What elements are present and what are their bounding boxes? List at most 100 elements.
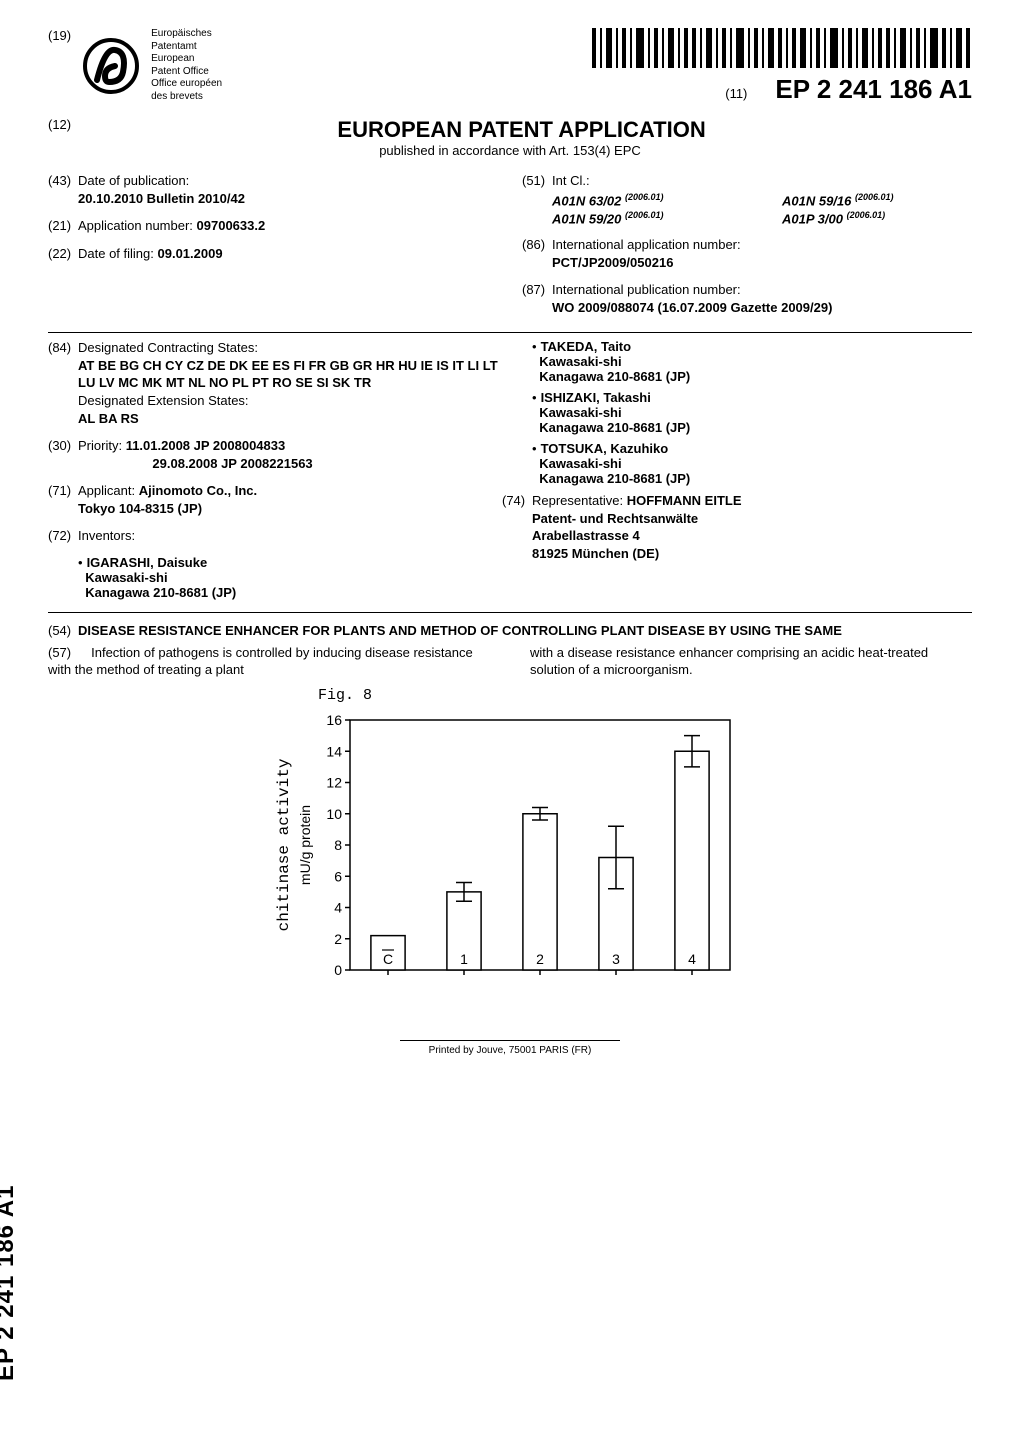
svg-text:14: 14 (326, 743, 342, 759)
f87-value: WO 2009/088074 (16.07.2009 Gazette 2009/… (552, 300, 832, 315)
invention-title: DISEASE RESISTANCE ENHANCER FOR PLANTS A… (78, 623, 972, 638)
inid-30: (30) (48, 437, 71, 455)
f74-name: HOFFMANN EITLE (627, 493, 742, 508)
abstract-row: (57)Infection of pathogens is controlled… (48, 644, 972, 679)
inventor-city: Kawasaki-shi (85, 570, 167, 585)
f84-states: AT BE BG CH CY CZ DE DK EE ES FI FR GB G… (78, 358, 498, 391)
inid-57: (57) (48, 645, 71, 660)
f86-value: PCT/JP2009/050216 (552, 255, 673, 270)
footer-rule (400, 1040, 620, 1041)
biblio-lower-left: (84) Designated Contracting States: AT B… (48, 339, 498, 605)
inid-87: (87) (522, 281, 545, 299)
epo-logo-block: Europäisches Patentamt European Patent O… (81, 28, 222, 103)
f72-label: Inventors: (78, 528, 135, 543)
office-names: Europäisches Patentamt European Patent O… (151, 28, 222, 103)
f43-value: 20.10.2010 Bulletin 2010/42 (78, 191, 245, 206)
inid-22: (22) (48, 245, 71, 263)
barcode-block: (11)EP 2 241 186 A1 (592, 28, 972, 105)
divider (48, 612, 972, 613)
ipc-code: A01N 63/02 (2006.01) (552, 192, 742, 208)
svg-text:2: 2 (334, 931, 342, 947)
divider (48, 332, 972, 333)
inventor-item: •ISHIZAKI, Takashi Kawasaki-shi Kanagawa… (532, 390, 972, 435)
header: (19) Europäisches Patentamt European Pat… (48, 28, 972, 105)
svg-text:12: 12 (326, 774, 342, 790)
f71-label: Applicant: (78, 483, 135, 498)
application-title: EUROPEAN PATENT APPLICATION (48, 117, 972, 143)
inid-43: (43) (48, 172, 71, 190)
svg-text:6: 6 (334, 868, 342, 884)
svg-text:10: 10 (326, 806, 342, 822)
publication-number: (11)EP 2 241 186 A1 (592, 74, 972, 105)
figure-caption: Fig. 8 (318, 687, 972, 704)
ipc-list: A01N 63/02 (2006.01) A01N 59/16 (2006.01… (522, 192, 972, 227)
f84-ext-label: Designated Extension States: (78, 393, 249, 408)
f30-label: Priority: (78, 438, 122, 453)
inventor-city: Kawasaki-shi (539, 405, 621, 420)
f74-l3: 81925 München (DE) (532, 546, 659, 561)
inid-84: (84) (48, 339, 71, 357)
application-subtitle: published in accordance with Art. 153(4)… (48, 143, 972, 158)
svg-text:1: 1 (460, 951, 468, 967)
footer-text: Printed by Jouve, 75001 PARIS (FR) (429, 1045, 592, 1056)
inventor-addr: Kanagawa 210-8681 (JP) (539, 420, 690, 435)
inid-12: (12) (48, 117, 71, 132)
f71-name: Ajinomoto Co., Inc. (139, 483, 257, 498)
svg-text:chitinase activity: chitinase activity (275, 758, 293, 931)
inid-19: (19) (48, 28, 71, 43)
f22-label: Date of filing: (78, 246, 154, 261)
abstract-col-2: with a disease resistance enhancer compr… (530, 644, 972, 679)
f30-p1: 11.01.2008 JP 2008004833 (126, 438, 286, 453)
svg-text:4: 4 (334, 899, 342, 915)
biblio-left: (43) Date of publication: 20.10.2010 Bul… (48, 172, 498, 326)
inventor-item: •TOTSUKA, Kazuhiko Kawasaki-shi Kanagawa… (532, 441, 972, 486)
f71-addr: Tokyo 104-8315 (JP) (78, 501, 202, 516)
f22-value: 09.01.2009 (158, 246, 223, 261)
f87-label: International publication number: (552, 282, 741, 297)
f21-label: Application number: (78, 218, 193, 233)
f86-label: International application number: (552, 237, 741, 252)
ipc-code: A01P 3/00 (2006.01) (782, 210, 972, 226)
svg-text:3: 3 (612, 951, 620, 967)
abstract-text-2: with a disease resistance enhancer compr… (530, 645, 928, 678)
inventor-item: •TAKEDA, Taito Kawasaki-shi Kanagawa 210… (532, 339, 972, 384)
inventor-name: TOTSUKA, Kazuhiko (541, 441, 669, 456)
figure-wrap: Fig. 8 0246810121416chitinase activitymU… (48, 687, 972, 1000)
biblio-lower: (84) Designated Contracting States: AT B… (48, 339, 972, 605)
svg-text:mU/g protein: mU/g protein (297, 805, 313, 885)
invention-title-row: (54) DISEASE RESISTANCE ENHANCER FOR PLA… (48, 623, 972, 638)
biblio-right: (51) Int Cl.: A01N 63/02 (2006.01) A01N … (522, 172, 972, 326)
svg-text:16: 16 (326, 712, 342, 728)
svg-text:0: 0 (334, 962, 342, 978)
inventor-city: Kawasaki-shi (539, 354, 621, 369)
inid-86: (86) (522, 236, 545, 254)
f21-value: 09700633.2 (197, 218, 266, 233)
inid-54: (54) (48, 623, 78, 638)
inid-21: (21) (48, 217, 71, 235)
inventor-addr: Kanagawa 210-8681 (JP) (539, 369, 690, 384)
ipc-code: A01N 59/16 (2006.01) (782, 192, 972, 208)
inventor-name: IGARASHI, Daisuke (87, 555, 208, 570)
biblio-upper: (43) Date of publication: 20.10.2010 Bul… (48, 172, 972, 326)
f74-l1: Patent- und Rechtsanwälte (532, 511, 698, 526)
f74-label: Representative: (532, 493, 623, 508)
f84-label: Designated Contracting States: (78, 340, 258, 355)
footer: Printed by Jouve, 75001 PARIS (FR) (48, 1040, 972, 1056)
inid-71: (71) (48, 482, 71, 500)
inventor-city: Kawasaki-shi (539, 456, 621, 471)
inventor-addr: Kanagawa 210-8681 (JP) (85, 585, 236, 600)
svg-text:8: 8 (334, 837, 342, 853)
side-publication-label: EP 2 241 186 A1 (0, 1185, 20, 1381)
inventor-name: ISHIZAKI, Takashi (541, 390, 651, 405)
inid-74: (74) (502, 492, 525, 510)
f84-ext: AL BA RS (78, 411, 139, 426)
ipc-code: A01N 59/20 (2006.01) (552, 210, 742, 226)
inid-72: (72) (48, 527, 71, 545)
f30-p2: 29.08.2008 JP 2008221563 (152, 456, 312, 471)
f74-l2: Arabellastrasse 4 (532, 528, 640, 543)
f43-label: Date of publication: (78, 173, 189, 188)
svg-text:2: 2 (536, 951, 544, 967)
abstract-col-1: (57)Infection of pathogens is controlled… (48, 644, 490, 679)
inid-51: (51) (522, 172, 545, 190)
application-title-row: (12) EUROPEAN PATENT APPLICATION publish… (48, 117, 972, 158)
